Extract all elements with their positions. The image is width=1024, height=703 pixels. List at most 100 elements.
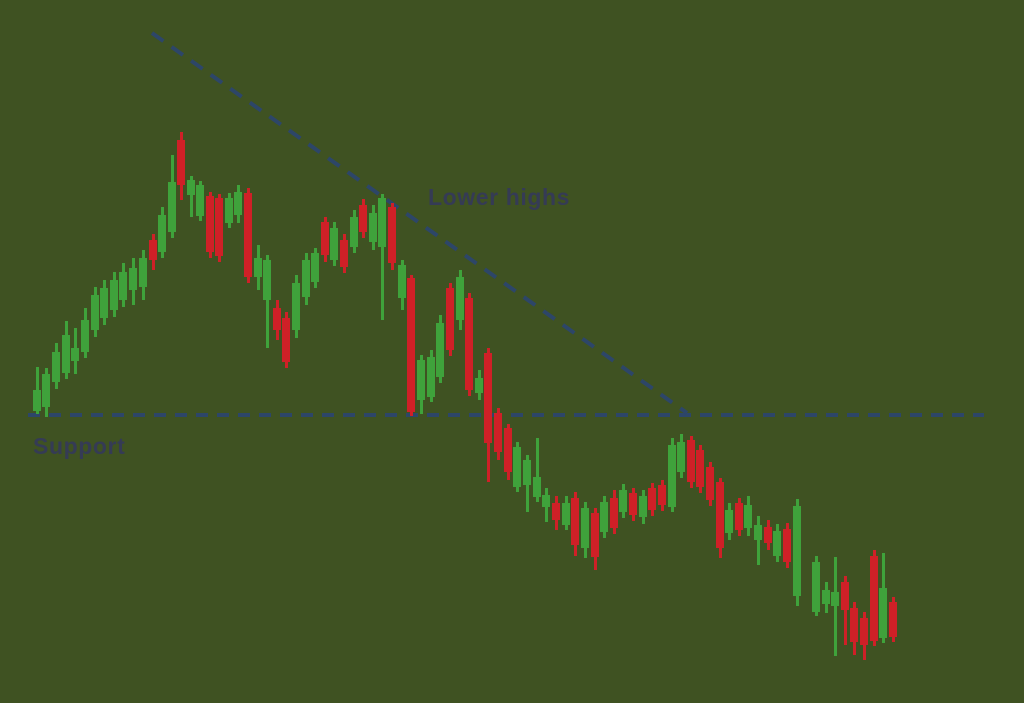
- bearish-candle: [648, 488, 656, 510]
- bullish-candle: [292, 283, 300, 330]
- bullish-candle: [91, 295, 99, 330]
- bearish-candle: [571, 498, 579, 545]
- bullish-candle: [119, 272, 127, 300]
- bearish-candle: [889, 602, 897, 637]
- bullish-candle: [187, 180, 195, 195]
- bullish-candle: [302, 260, 310, 297]
- bearish-candle: [735, 503, 743, 530]
- bullish-candle: [427, 357, 435, 397]
- bearish-candle: [658, 485, 666, 505]
- bullish-candle: [879, 588, 887, 638]
- bullish-candle: [581, 508, 589, 548]
- candle-wick: [380, 194, 384, 320]
- bearish-candle: [504, 428, 512, 472]
- bullish-candle: [533, 477, 541, 497]
- bearish-candle: [484, 353, 492, 443]
- bearish-candle: [177, 140, 185, 185]
- candle-wick: [189, 176, 193, 217]
- bullish-candle: [417, 360, 425, 400]
- bullish-candle: [398, 265, 406, 298]
- bullish-candle: [139, 258, 147, 287]
- bullish-candle: [436, 323, 444, 377]
- bearish-candle: [764, 527, 772, 543]
- bullish-candle: [350, 217, 358, 247]
- bearish-candle: [716, 482, 724, 548]
- bearish-candle: [206, 196, 214, 252]
- candle-wick: [756, 516, 760, 565]
- bullish-candle: [254, 258, 262, 277]
- bullish-candle: [378, 198, 386, 247]
- bearish-candle: [494, 413, 502, 452]
- bullish-candle: [475, 378, 483, 393]
- bullish-candle: [619, 490, 627, 512]
- lower-highs-label: Lower highs: [428, 184, 571, 210]
- lower-highs-trendline: [150, 31, 689, 415]
- bearish-candle: [552, 503, 560, 520]
- bullish-candle: [668, 445, 676, 507]
- bullish-candle: [812, 562, 820, 612]
- bearish-candle: [610, 498, 618, 528]
- bullish-candle: [542, 495, 550, 507]
- bullish-candle: [129, 268, 137, 290]
- bearish-candle: [696, 450, 704, 487]
- bearish-candle: [321, 222, 329, 255]
- bearish-candle: [407, 278, 415, 412]
- bearish-candle: [149, 240, 157, 260]
- bearish-candle: [841, 582, 849, 610]
- bullish-candle: [81, 320, 89, 352]
- bearish-candle: [465, 298, 473, 390]
- bullish-candle: [831, 592, 839, 606]
- bearish-candle: [591, 513, 599, 557]
- bearish-candle: [282, 318, 290, 362]
- bullish-candle: [523, 460, 531, 485]
- bearish-candle: [870, 556, 878, 641]
- bearish-candle: [273, 308, 281, 330]
- bullish-candle: [158, 215, 166, 252]
- bullish-candle: [513, 447, 521, 487]
- bullish-candle: [773, 531, 781, 556]
- bullish-candle: [263, 260, 271, 300]
- support-label: Support: [33, 433, 126, 459]
- bullish-candle: [639, 496, 647, 517]
- bullish-candle: [793, 506, 801, 596]
- bullish-candle: [52, 352, 60, 382]
- bullish-candle: [42, 374, 50, 407]
- candle-wick: [843, 576, 847, 645]
- candle-wick: [535, 438, 539, 502]
- bearish-candle: [687, 440, 695, 482]
- bullish-candle: [562, 503, 570, 525]
- bearish-candle: [388, 207, 396, 263]
- bullish-candle: [168, 182, 176, 232]
- bullish-candle: [744, 505, 752, 528]
- bearish-candle: [850, 608, 858, 642]
- bearish-candle: [446, 288, 454, 350]
- bearish-candle: [359, 205, 367, 232]
- bullish-candle: [196, 185, 204, 216]
- bullish-candle: [330, 228, 338, 260]
- bullish-candle: [725, 510, 733, 533]
- bullish-candle: [225, 198, 233, 223]
- bullish-candle: [234, 192, 242, 215]
- bullish-candle: [677, 442, 685, 472]
- bullish-candle: [311, 253, 319, 282]
- bearish-candle: [629, 493, 637, 515]
- bullish-candle: [62, 335, 70, 373]
- bullish-candle: [100, 288, 108, 318]
- bullish-candle: [456, 277, 464, 320]
- bullish-candle: [369, 213, 377, 242]
- bearish-candle: [860, 618, 868, 645]
- bearish-candle: [783, 529, 791, 562]
- bearish-candle: [340, 240, 348, 267]
- bearish-candle: [215, 198, 223, 256]
- bullish-candle: [71, 348, 79, 361]
- bearish-candle: [244, 193, 252, 277]
- candle-wick: [833, 557, 837, 656]
- bearish-candle: [706, 467, 714, 500]
- bullish-candle: [110, 280, 118, 310]
- bullish-candle: [600, 502, 608, 532]
- bullish-candle: [33, 390, 41, 411]
- bullish-candle: [822, 590, 830, 604]
